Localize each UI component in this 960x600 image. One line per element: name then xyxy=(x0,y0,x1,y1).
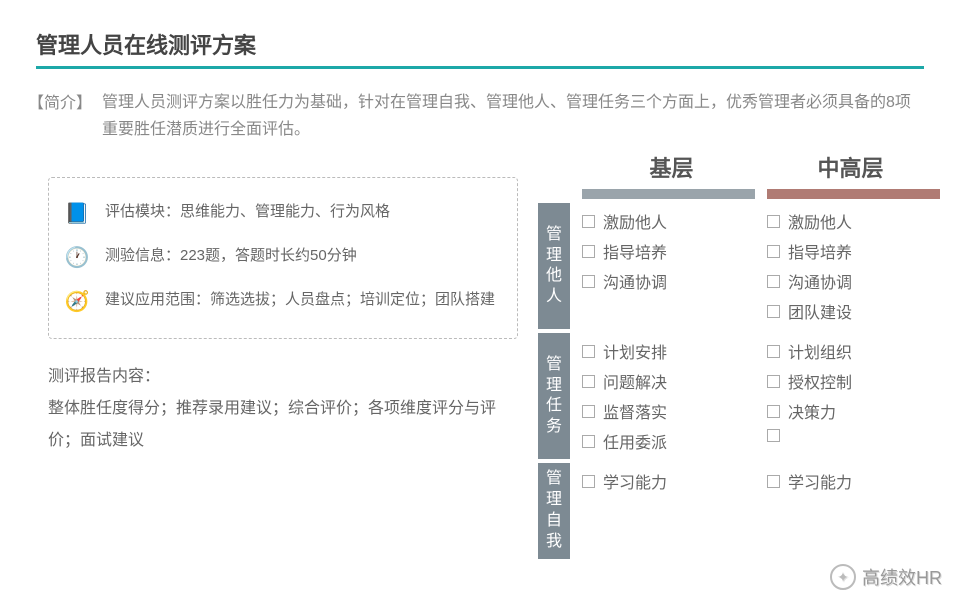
checkbox-icon xyxy=(582,405,595,418)
page-title: 管理人员在线测评方案 xyxy=(36,28,924,60)
checklist-item-label: 问题解决 xyxy=(603,369,667,393)
watermark: ✦ 高绩效HR xyxy=(830,564,942,590)
checklist-item-label: 沟通协调 xyxy=(788,269,852,293)
info-item-text: 建议应用范围：筛选选拔；人员盘点；培训定位；团队搭建 xyxy=(105,288,495,312)
checkbox-icon xyxy=(767,305,780,318)
checkbox-icon xyxy=(582,275,595,288)
checklist-item: 授权控制 xyxy=(767,369,940,393)
checklist-item-label: 决策力 xyxy=(788,399,836,423)
checkbox-icon xyxy=(767,215,780,228)
checklist-item: 团队建设 xyxy=(767,299,940,323)
matrix-column-bars xyxy=(582,189,940,199)
checkbox-icon xyxy=(582,375,595,388)
title-underline xyxy=(36,66,924,69)
checklist-item: 决策力 xyxy=(767,399,940,423)
matrix-section: 管理任务计划安排问题解决监督落实任用委派计划组织授权控制决策力 xyxy=(538,333,940,459)
matrix-section-column: 学习能力 xyxy=(767,463,940,558)
checklist-item: 沟通协调 xyxy=(767,269,940,293)
report-body: 整体胜任度得分；推荐录用建议；综合评价；各项维度评分与评价；面试建议 xyxy=(48,393,518,457)
checklist-item-label: 激励他人 xyxy=(788,209,852,233)
matrix-column-bar xyxy=(582,189,755,199)
compass-icon: 🧭 xyxy=(63,288,91,316)
matrix-section-column: 学习能力 xyxy=(582,463,755,558)
checklist-item-label: 计划安排 xyxy=(603,339,667,363)
matrix-column-header: 中高层 xyxy=(761,151,940,189)
info-item: 📘 评估模块：思维能力、管理能力、行为风格 xyxy=(63,192,499,236)
checklist-item: 指导培养 xyxy=(582,239,755,263)
info-item: 🕐 测验信息：223题，答题时长约50分钟 xyxy=(63,236,499,280)
checklist-item: 监督落实 xyxy=(582,399,755,423)
checklist-item-label: 任用委派 xyxy=(603,429,667,453)
checklist-item-label: 监督落实 xyxy=(603,399,667,423)
checklist-item: 学习能力 xyxy=(767,469,940,493)
checklist-item: 激励他人 xyxy=(767,209,940,233)
info-item: 🧭 建议应用范围：筛选选拔；人员盘点；培训定位；团队搭建 xyxy=(63,280,499,324)
matrix-section: 管理自我 学习能力 学习能力 xyxy=(538,463,940,558)
clock-icon: 🕐 xyxy=(63,244,91,272)
checklist-item-label: 激励他人 xyxy=(603,209,667,233)
matrix-section-label: 管理自我 xyxy=(538,463,570,558)
intro-text: 管理人员测评方案以胜任力为基础，针对在管理自我、管理他人、管理任务三个方面上，优… xyxy=(102,89,924,143)
checklist-item-label: 指导培养 xyxy=(603,239,667,263)
checkbox-icon xyxy=(767,245,780,258)
matrix-column-header: 基层 xyxy=(582,151,761,189)
checklist-item-label: 沟通协调 xyxy=(603,269,667,293)
matrix-section-column: 激励他人指导培养沟通协调 xyxy=(582,203,755,329)
watermark-text: 高绩效HR xyxy=(862,564,942,590)
checklist-item-label: 团队建设 xyxy=(788,299,852,323)
checkbox-icon xyxy=(582,245,595,258)
checkbox-icon xyxy=(767,475,780,488)
checklist-item: 激励他人 xyxy=(582,209,755,233)
checklist-item: 任用委派 xyxy=(582,429,755,453)
info-item-text: 评估模块：思维能力、管理能力、行为风格 xyxy=(105,200,390,224)
matrix-section-label: 管理任务 xyxy=(538,333,570,459)
checkbox-icon xyxy=(582,435,595,448)
info-item-text: 测验信息：223题，答题时长约50分钟 xyxy=(105,244,357,268)
checkbox-icon xyxy=(767,375,780,388)
checklist-item-label: 学习能力 xyxy=(603,469,667,493)
checkbox-icon xyxy=(767,275,780,288)
matrix-section-column: 激励他人指导培养沟通协调团队建设 xyxy=(767,203,940,329)
checklist-item-label: 计划组织 xyxy=(788,339,852,363)
checklist-item-label: 指导培养 xyxy=(788,239,852,263)
matrix-headers: 基层中高层 xyxy=(582,151,940,189)
checkbox-icon xyxy=(582,345,595,358)
checklist-item: 沟通协调 xyxy=(582,269,755,293)
matrix-column-bar xyxy=(767,189,940,199)
checklist-item: 计划组织 xyxy=(767,339,940,363)
info-box: 📘 评估模块：思维能力、管理能力、行为风格 🕐 测验信息：223题，答题时长约50分钟… xyxy=(48,177,518,339)
matrix-section-column: 计划安排问题解决监督落实任用委派 xyxy=(582,333,755,459)
checklist-item: 问题解决 xyxy=(582,369,755,393)
checklist-item-label: 学习能力 xyxy=(788,469,852,493)
checkbox-icon xyxy=(582,215,595,228)
checklist-item: 计划安排 xyxy=(582,339,755,363)
checkbox-icon xyxy=(767,429,780,442)
report-heading: 测评报告内容： xyxy=(48,361,518,393)
matrix-section-label: 管理他人 xyxy=(538,203,570,329)
book-icon: 📘 xyxy=(63,200,91,228)
checklist-item xyxy=(767,429,940,442)
checkbox-icon xyxy=(582,475,595,488)
checkbox-icon xyxy=(767,345,780,358)
intro-label: 【简介】 xyxy=(28,89,92,113)
checkbox-icon xyxy=(767,405,780,418)
checklist-item-label: 授权控制 xyxy=(788,369,852,393)
checklist-item: 学习能力 xyxy=(582,469,755,493)
checklist-item: 指导培养 xyxy=(767,239,940,263)
matrix-section-column: 计划组织授权控制决策力 xyxy=(767,333,940,459)
matrix-section: 管理他人激励他人指导培养沟通协调激励他人指导培养沟通协调团队建设 xyxy=(538,203,940,329)
wechat-icon: ✦ xyxy=(830,564,856,590)
